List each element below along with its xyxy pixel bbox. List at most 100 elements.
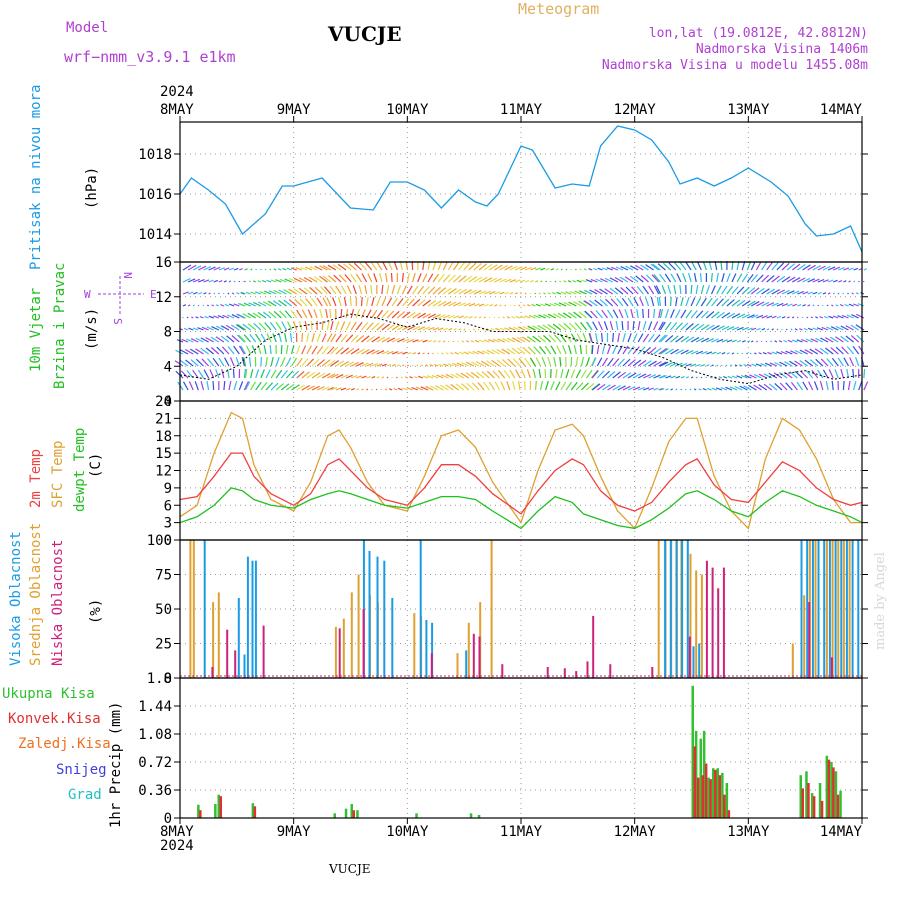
wind-barb (476, 371, 485, 379)
wind-barb (765, 340, 768, 343)
wind-barb (337, 263, 347, 271)
total-precip-bar (356, 810, 359, 818)
wind-barb (658, 334, 667, 343)
wind-barb (700, 285, 705, 295)
wind-barb (227, 292, 230, 295)
wind-barb (257, 312, 267, 319)
wind-barb (427, 375, 434, 379)
wind-barb (406, 272, 410, 283)
wind-barb (847, 381, 851, 391)
wind-barb (235, 357, 240, 367)
wind-barb (670, 309, 675, 319)
wind-barb (665, 361, 674, 367)
wind-barb (436, 374, 444, 379)
wind-barb (301, 332, 304, 343)
wind-barb (586, 369, 593, 379)
wind-barb (442, 363, 449, 367)
high-cloud-bar (664, 540, 667, 678)
wind-barb (400, 376, 403, 379)
total-precip-bar (350, 804, 353, 818)
y-tick-label: 0.72 (138, 755, 172, 771)
wind-barb (706, 364, 710, 367)
wind-barb (371, 322, 380, 331)
wind-barb (386, 350, 394, 355)
wind-barb (494, 291, 501, 295)
wind-barb (575, 268, 577, 271)
convective-precip-bar (693, 746, 696, 818)
wind-barb (280, 357, 286, 367)
wind-barb (273, 289, 282, 295)
wind-barb (427, 339, 433, 343)
wind-barb (576, 279, 582, 283)
wind-barb (520, 369, 526, 379)
wind-barb (741, 313, 751, 319)
wind-barb (486, 370, 495, 379)
mid-cloud-bar (814, 540, 817, 678)
wind-barb (515, 369, 521, 379)
wind-barb (675, 297, 678, 307)
model-label: Model (66, 20, 109, 36)
wind-barb (642, 360, 652, 367)
axis-ticks: 1014101610180481216036912151821240255075… (138, 102, 868, 840)
wind-barb (637, 386, 645, 391)
wind-barb (483, 316, 486, 319)
wind-barb (361, 388, 364, 391)
wind-barb (483, 339, 490, 343)
low-cloud-bar (575, 671, 578, 678)
x-tick-label-top: 14MAY (820, 102, 863, 118)
wind-barb (761, 315, 768, 319)
wind-barb (407, 338, 415, 343)
wind-barb (386, 310, 395, 319)
wind-barb (718, 376, 723, 379)
wind-barb (705, 297, 713, 307)
wind-barb (568, 301, 577, 307)
credit-watermark: made by Angel (873, 552, 888, 650)
wind-barb (466, 382, 475, 391)
wind-barb (382, 261, 388, 271)
wind-barb (468, 316, 473, 319)
wind-barb (771, 289, 780, 295)
wind-barb (254, 291, 262, 295)
wind-barb (690, 336, 700, 343)
wind-barb (343, 296, 347, 307)
wind-barb (244, 280, 246, 283)
precip-legend-convective: Konvek.Kisa (8, 711, 101, 727)
wind-barb (371, 363, 378, 367)
high-cloud-bar (823, 540, 826, 678)
wind-barb (748, 384, 757, 391)
wind-barb (387, 261, 393, 271)
wind-barb (361, 322, 369, 331)
y-tick-label: 9 (164, 481, 172, 497)
wind-barb (273, 310, 282, 319)
wind-barb (633, 297, 639, 307)
wind-barb (340, 387, 347, 391)
wind-barb (179, 359, 189, 367)
total-precip-bar (818, 783, 822, 818)
wind-barb (602, 384, 611, 391)
wind-barb (385, 273, 388, 283)
wind-barb (784, 361, 793, 367)
wind-barb (685, 323, 694, 331)
wind-barb (643, 373, 652, 379)
wind-barb (468, 289, 477, 295)
wind-barb (344, 274, 352, 283)
wind-barb (478, 290, 487, 295)
wind-barb (533, 346, 541, 355)
wind-barb (601, 345, 606, 355)
wind-barb (706, 324, 715, 331)
wind-barb (198, 265, 207, 271)
wind-barb (665, 348, 674, 355)
wind-barb (716, 311, 725, 319)
wind-barb (665, 388, 669, 391)
wind-barb (180, 370, 189, 379)
wind-barb (260, 369, 265, 379)
wind-barb (751, 363, 757, 367)
wind-barb (543, 313, 551, 319)
wind-barb (483, 263, 493, 271)
wind-barb (228, 280, 232, 283)
wind-barb (553, 356, 557, 367)
wind-barb (625, 265, 634, 271)
high-cloud-bar (391, 598, 394, 678)
wind-barb (647, 321, 653, 331)
x-tick-label-top: 10MAY (386, 102, 429, 118)
